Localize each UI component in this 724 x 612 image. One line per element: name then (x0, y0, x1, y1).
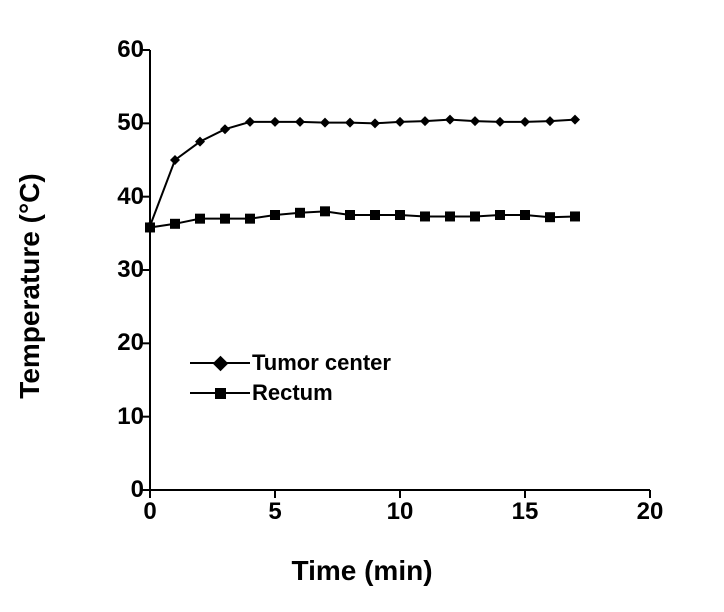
y-tick-label: 40 (94, 183, 144, 211)
legend-label-rectum: Rectum (252, 380, 333, 406)
legend-marker-square (190, 383, 250, 403)
x-tick-label: 20 (637, 498, 664, 526)
x-tick-label: 15 (512, 498, 539, 526)
chart-svg (20, 20, 704, 592)
x-tick-label: 0 (143, 498, 156, 526)
legend: Tumor center Rectum (190, 350, 391, 410)
x-tick-label: 5 (268, 498, 281, 526)
x-axis-label: Time (min) (291, 555, 432, 587)
y-tick-label: 60 (94, 36, 144, 64)
legend-item-rectum: Rectum (190, 380, 391, 406)
y-tick-label: 20 (94, 329, 144, 357)
legend-label-tumor: Tumor center (252, 350, 391, 376)
y-tick-label: 10 (94, 403, 144, 431)
y-tick-label: 30 (94, 256, 144, 284)
x-tick-label: 10 (387, 498, 414, 526)
chart-container: Temperature (°C) Time (min) 010203040506… (20, 20, 704, 592)
y-tick-label: 0 (94, 476, 144, 504)
legend-marker-diamond (190, 353, 250, 373)
y-tick-label: 50 (94, 109, 144, 137)
y-axis-label: Temperature (°C) (14, 173, 46, 398)
legend-item-tumor: Tumor center (190, 350, 391, 376)
